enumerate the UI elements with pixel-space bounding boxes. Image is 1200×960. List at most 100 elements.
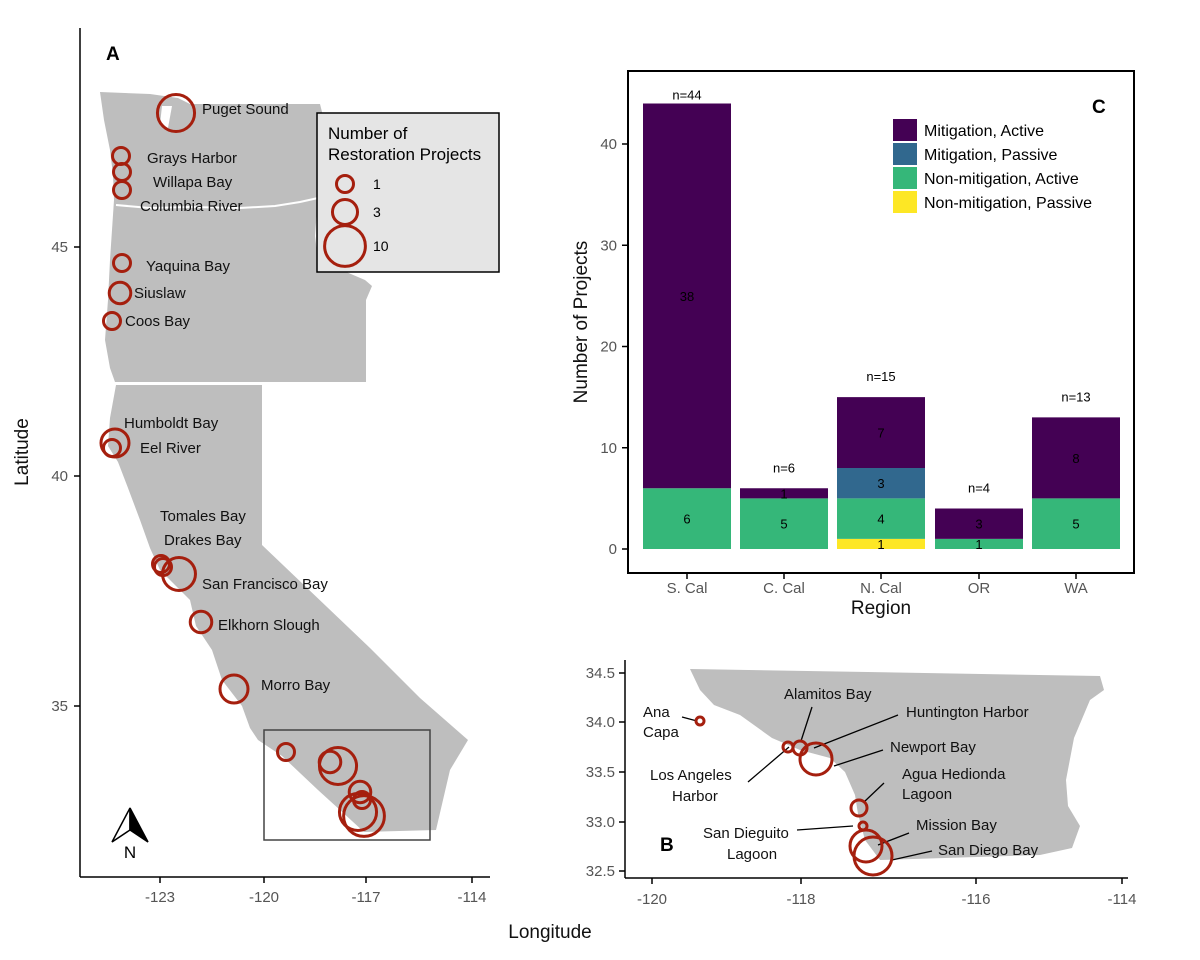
site-label-willapa-bay: Willapa Bay <box>153 174 233 191</box>
map-a-wa-or-landmass <box>100 92 372 382</box>
site-circle-morro-bay <box>218 673 250 705</box>
label-alamitos: Alamitos Bay <box>784 686 872 703</box>
site-circle-ana-capa <box>694 715 706 727</box>
map-a-ca-landmass <box>108 385 468 832</box>
map-b-x-tick-label: -120 <box>637 891 667 908</box>
legend-swatch <box>893 143 917 165</box>
site-label-tomales-bay: Tomales Bay <box>160 508 246 525</box>
legend-size-label: 3 <box>373 204 381 220</box>
site-circle-puget-sound <box>155 92 197 134</box>
site-label-yaquina-bay: Yaquina Bay <box>146 258 230 275</box>
chart-y-tick-label: 40 <box>600 136 617 153</box>
panel-b-label: B <box>660 835 674 856</box>
map-a-legend: Number of Restoration Projects 1 3 10 <box>316 112 500 273</box>
map-a-y-tick-label: 45 <box>51 239 68 256</box>
bar-segment <box>837 538 925 549</box>
map-b-circles <box>694 715 894 877</box>
bar-total-label: n=4 <box>968 481 990 496</box>
bar-segment <box>1032 417 1120 499</box>
bar-segment-label: 4 <box>877 512 884 527</box>
map-a-x-tick-label: -117 <box>352 889 381 906</box>
site-circle-san-francisco-bay <box>161 556 197 592</box>
map-b-y-tick-label: 33.0 <box>586 814 615 831</box>
chart-x-title: Region <box>851 598 911 619</box>
legend-entry: Mitigation, Passive <box>924 147 1057 164</box>
map-b-y-tick-label: 33.5 <box>586 764 615 781</box>
bar-segment <box>643 488 731 549</box>
legend-size-circle <box>323 224 367 268</box>
bar-segment <box>837 498 925 539</box>
site-circle-eel-river <box>102 438 122 458</box>
map-b-leader-lines <box>681 706 933 861</box>
map-b: -120 -118 -116 -114 32.5 33.0 33.5 34.0 34.5 Ana <box>586 660 1137 908</box>
site-circle-socal <box>317 745 359 787</box>
site-circle-huntington-newport <box>798 741 834 777</box>
bar-segment <box>643 103 731 489</box>
site-circle-socal <box>347 779 373 805</box>
bar-segment-label: 1 <box>975 537 982 552</box>
bar-total-label: n=13 <box>1061 389 1090 404</box>
bar-segment-label: 3 <box>975 517 982 532</box>
label-mission: Mission Bay <box>916 817 997 834</box>
bar-segment-label: 8 <box>1072 451 1079 466</box>
legend-title-line2: Restoration Projects <box>328 145 481 164</box>
chart-x-tick-label: N. Cal <box>860 580 902 597</box>
bar-segment <box>935 508 1023 539</box>
bar-total-label: n=44 <box>672 88 701 103</box>
label-san-dieguito-2: Lagoon <box>727 846 777 863</box>
legend-swatch <box>893 167 917 189</box>
legend-swatch <box>893 191 917 213</box>
site-label-humboldt-bay: Humboldt Bay <box>124 415 219 432</box>
bar-segment-label: 3 <box>877 476 884 491</box>
chart-y-tick-label: 0 <box>609 541 617 558</box>
site-label-elkhorn-slough: Elkhorn Slough <box>218 617 320 634</box>
label-huntington: Huntington Harbor <box>906 704 1029 721</box>
map-a-inset-box <box>263 729 431 841</box>
map-b-y-tick-label: 34.5 <box>586 665 615 682</box>
legend-entry: Non-mitigation, Active <box>924 171 1079 188</box>
panel-c-label: C <box>1092 97 1106 118</box>
site-circle-agua-hedionda <box>849 798 869 818</box>
map-a-x-tick-label: -120 <box>249 889 279 906</box>
map-a-y-tick-label: 40 <box>51 468 68 485</box>
site-label-drakes-bay: Drakes Bay <box>164 532 242 549</box>
label-agua-2: Lagoon <box>902 786 952 803</box>
bar-segment-label: 1 <box>780 486 787 501</box>
bar-segment <box>837 397 925 468</box>
bar-segment <box>740 498 828 549</box>
chart-x-tick-label: OR <box>968 580 991 597</box>
site-circle-yaquina-bay <box>112 253 132 273</box>
label-la-2: Harbor <box>672 788 718 805</box>
bar-segment-label: 38 <box>680 289 694 304</box>
label-agua-1: Agua Hedionda <box>902 766 1006 783</box>
site-circle-siuslaw <box>107 280 133 306</box>
map-a-x-tick-label: -123 <box>145 889 175 906</box>
bar-segment <box>837 468 925 499</box>
map-b-x-tick-label: -116 <box>962 891 991 908</box>
site-label-san-francisco-bay: San Francisco Bay <box>202 576 328 593</box>
map-a-y-tick-label: 35 <box>51 698 68 715</box>
site-label-grays-harbor: Grays Harbor <box>147 150 237 167</box>
site-circle-elkhorn-slough <box>188 609 214 635</box>
site-label-morro-bay: Morro Bay <box>261 677 331 694</box>
chart-y-tick-label: 20 <box>600 339 617 356</box>
bar-segment-label: 1 <box>877 537 884 552</box>
legend-swatch <box>893 119 917 141</box>
north-arrow-icon: N <box>111 807 149 862</box>
bar-segment-label: 7 <box>877 426 884 441</box>
map-a: -123 -120 -117 -114 35 40 45 Puget Sound Grays … <box>12 28 592 943</box>
map-a-x-tick-label: -114 <box>458 889 487 906</box>
bar-segment-label: 6 <box>683 512 690 527</box>
label-san-dieguito-1: San Dieguito <box>703 825 789 842</box>
chart-y-tick-label: 10 <box>600 440 617 457</box>
panel-a-label: A <box>106 44 120 65</box>
map-b-x-tick-label: -114 <box>1108 891 1137 908</box>
chart-legend: Mitigation, Active Mitigation, Passive Non… <box>893 119 1092 213</box>
label-san-diego: San Diego Bay <box>938 842 1039 859</box>
site-circle-socal <box>337 791 379 833</box>
site-label-coos-bay: Coos Bay <box>125 313 191 330</box>
map-a-columbia-river <box>115 197 319 210</box>
chart-x-tick-label: C. Cal <box>763 580 805 597</box>
site-label-eel-river: Eel River <box>140 440 201 457</box>
